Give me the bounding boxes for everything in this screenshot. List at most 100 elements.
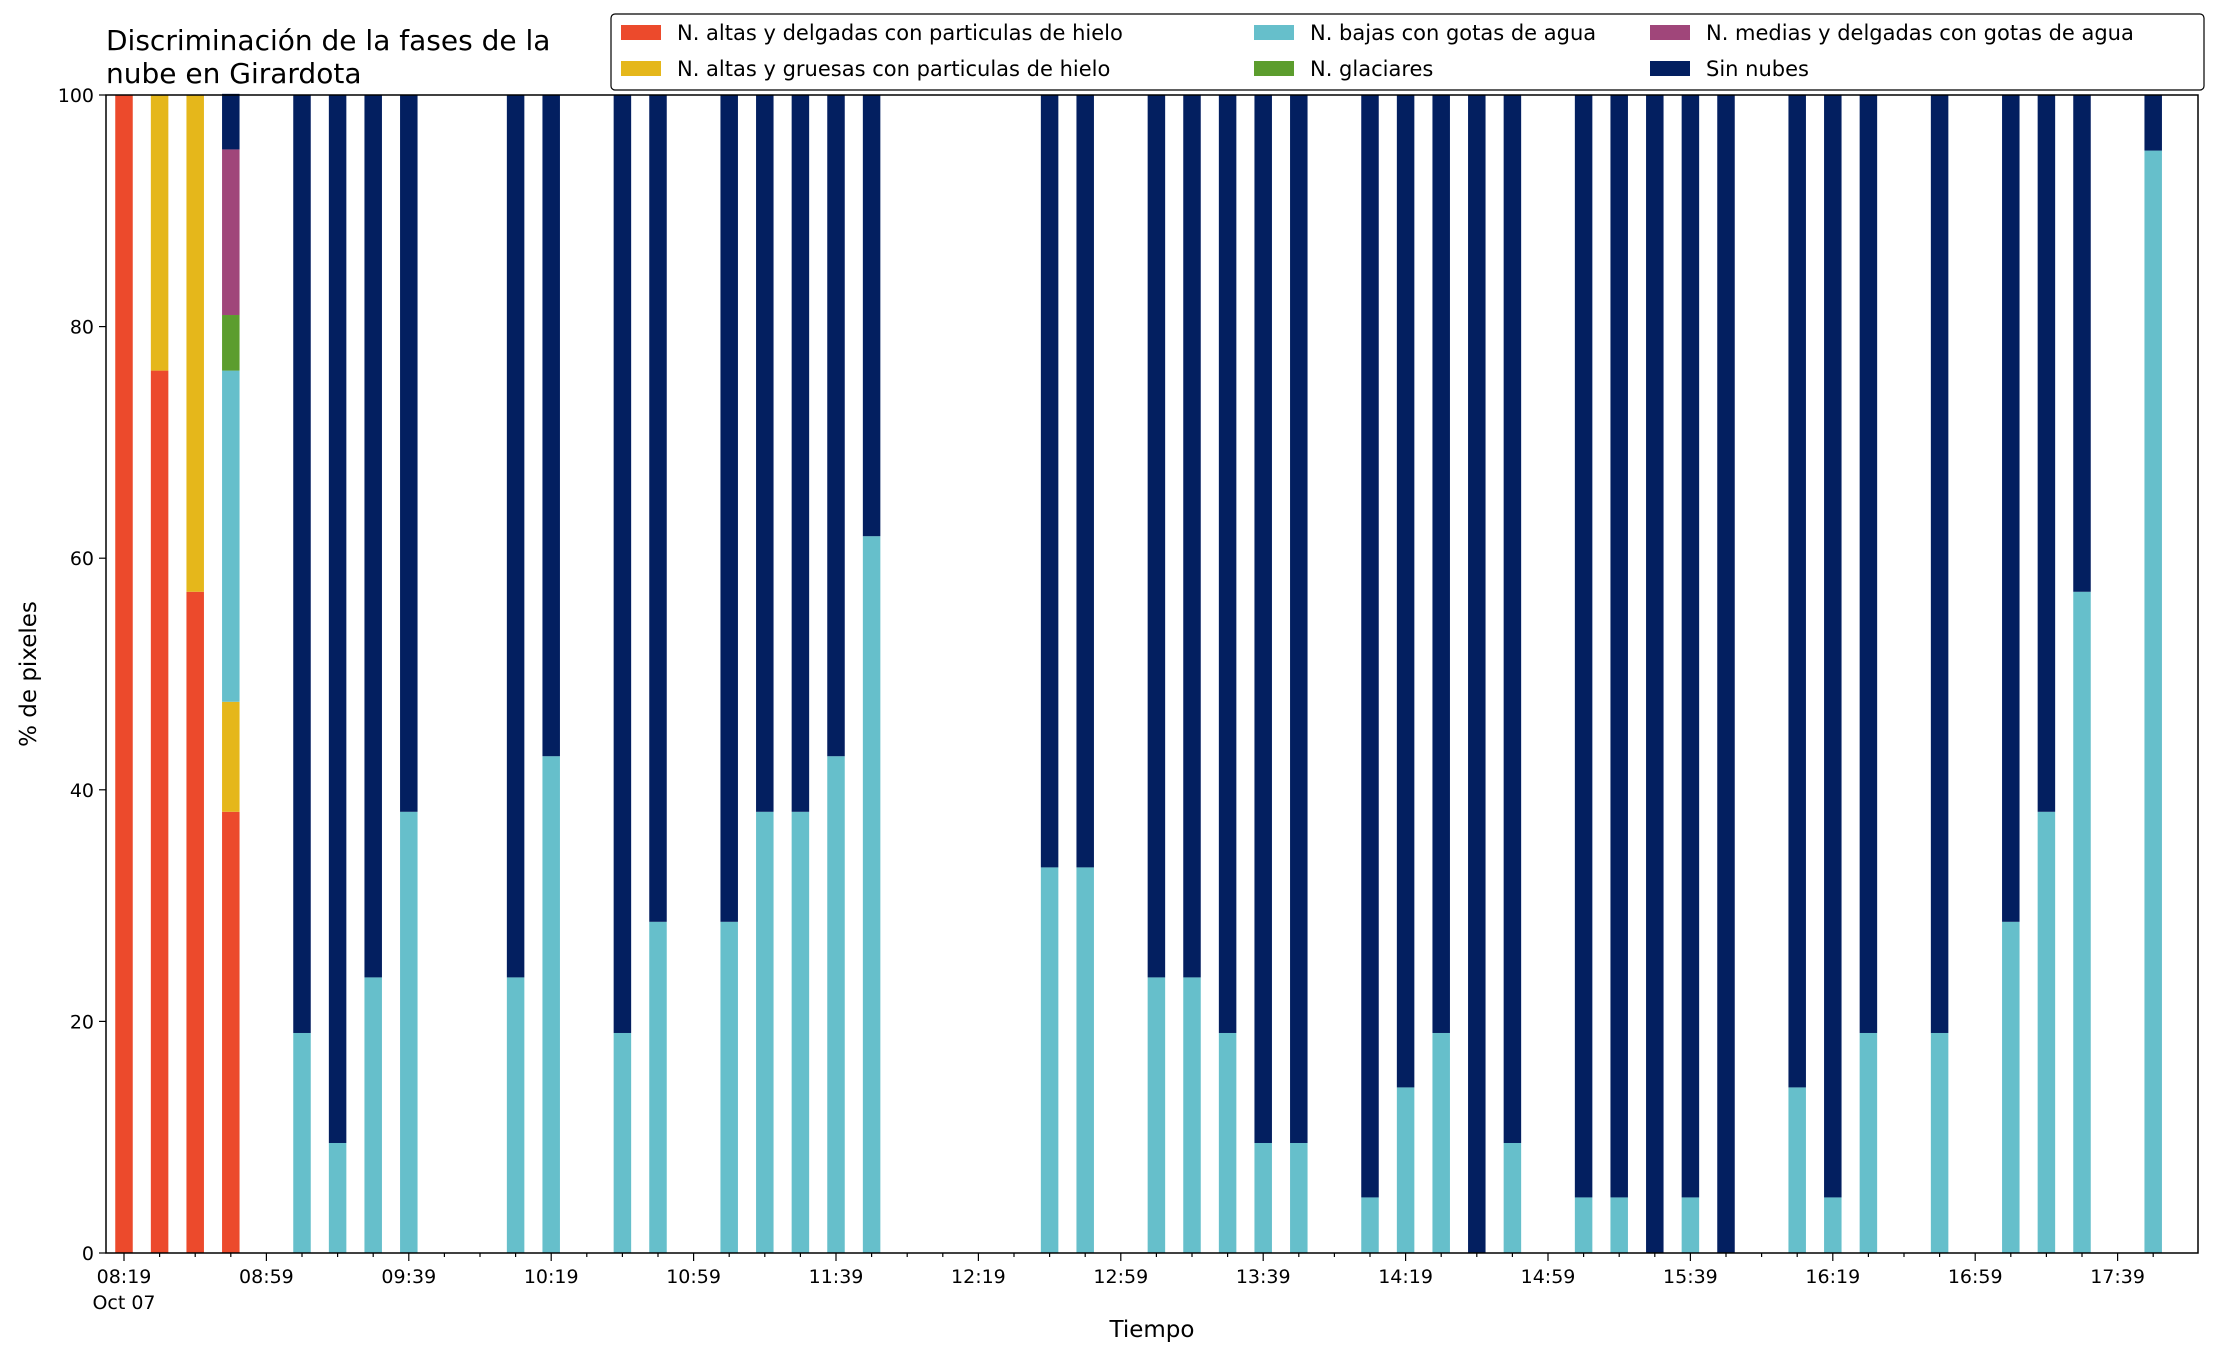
- bar-segment-0849-s1: [222, 701, 240, 812]
- bar-segment-0909-s2: [293, 1032, 311, 1253]
- bar-segment-1619-s5: [1824, 95, 1842, 1198]
- bar-segment-0839-s1: [186, 95, 204, 592]
- bar-segment-1329-s5: [1218, 95, 1237, 1033]
- bar-segment-1039-s5: [613, 95, 632, 1033]
- x-tick-label: 11:39: [809, 1266, 864, 1288]
- legend-swatch: [1254, 25, 1294, 40]
- legend-label: N. altas y delgadas con particulas de hi…: [677, 21, 1123, 45]
- bar-segment-1729-s2: [2073, 591, 2091, 1253]
- bar-segment-0939-s5: [400, 95, 418, 812]
- bar-segment-1339-s5: [1254, 95, 1272, 1143]
- bar-segment-1149-s2: [862, 536, 881, 1253]
- bar-segment-1539-s5: [1681, 95, 1700, 1198]
- y-axis-label: % de pixeles: [16, 601, 42, 747]
- y-tick-label: 100: [58, 85, 94, 107]
- bar-segment-0849-s3: [222, 315, 240, 371]
- x-axis-label: Tiempo: [1109, 1317, 1195, 1343]
- y-tick-label: 80: [70, 317, 94, 339]
- x-tick-label: 16:59: [1948, 1266, 2003, 1288]
- bar-segment-0829-s0: [150, 370, 169, 1254]
- legend-box: [610, 13, 2205, 91]
- bar-segment-1749-s2: [2144, 150, 2162, 1254]
- y-tick-label: 60: [70, 548, 94, 570]
- x-tick-label: 08:19: [97, 1266, 152, 1288]
- bar-segment-1429-s5: [1432, 95, 1450, 1033]
- bar-segment-1549-s5: [1717, 95, 1735, 1253]
- legend: N. altas y delgadas con particulas de hi…: [610, 13, 2205, 91]
- bar-segment-0919-s5: [328, 95, 347, 1143]
- legend-swatch: [1650, 61, 1690, 76]
- bar-segment-0929-s2: [364, 977, 382, 1253]
- chart-title-line-2: nube en Girardota: [106, 57, 361, 90]
- bar-segment-1139-s5: [827, 95, 845, 757]
- bar-segment-1009-s5: [506, 95, 525, 978]
- bar-segment-1419-s2: [1396, 1087, 1415, 1253]
- bar-segment-1249-s2: [1076, 867, 1094, 1253]
- bar-segment-1649-s5: [1930, 95, 1949, 1033]
- y-tick-label: 20: [70, 1011, 94, 1033]
- bar-segment-1309-s5: [1147, 95, 1166, 978]
- legend-label: Sin nubes: [1706, 57, 1809, 81]
- bar-segment-0849-s5: [222, 93, 240, 150]
- bar-segment-1509-s5: [1574, 95, 1593, 1198]
- bar-segment-1719-s5: [2037, 95, 2056, 812]
- bar-segment-1439-s5: [1468, 95, 1486, 1253]
- y-tick-label: 40: [70, 780, 94, 802]
- bar-segment-0849-s4: [222, 149, 240, 316]
- bar-segment-1409-s5: [1361, 95, 1379, 1198]
- bar-segment-1309-s2: [1147, 977, 1166, 1253]
- bar-segment-0849-s0: [222, 811, 240, 1253]
- bar-segment-1409-s2: [1361, 1197, 1379, 1253]
- legend-swatch: [1650, 25, 1690, 40]
- bar-segment-1539-s2: [1681, 1197, 1700, 1253]
- bar-segment-0929-s5: [364, 95, 382, 978]
- legend-swatch: [621, 61, 661, 76]
- bar-segment-1339-s2: [1254, 1142, 1272, 1253]
- bar-segment-0939-s2: [400, 811, 418, 1253]
- x-tick-label: 12:19: [951, 1266, 1006, 1288]
- legend-swatch: [621, 25, 661, 40]
- x-tick-label: 08:59: [239, 1266, 294, 1288]
- bar-segment-1319-s2: [1183, 977, 1201, 1253]
- bar-segment-1609-s5: [1788, 95, 1806, 1088]
- bar-segment-1329-s2: [1218, 1032, 1237, 1253]
- bar-segment-1039-s2: [613, 1032, 632, 1253]
- bar-segment-0819-s0: [115, 95, 133, 1253]
- bar-segment-1449-s2: [1503, 1142, 1522, 1253]
- bar-segment-1429-s2: [1432, 1032, 1450, 1253]
- bar-segment-0909-s5: [293, 95, 311, 1033]
- bar-segment-1509-s2: [1574, 1197, 1593, 1253]
- legend-label: N. medias y delgadas con gotas de agua: [1706, 21, 2134, 45]
- bar-segment-1109-s5: [720, 95, 738, 922]
- legend-label: N. glaciares: [1310, 57, 1433, 81]
- x-tick-label: 10:19: [524, 1266, 579, 1288]
- bar-segment-0829-s1: [150, 95, 169, 371]
- bar-segment-0839-s0: [186, 591, 204, 1253]
- bar-segment-1709-s5: [2002, 95, 2020, 922]
- bar-segment-1019-s5: [542, 95, 560, 757]
- bar-segment-1729-s5: [2073, 95, 2091, 592]
- legend-label: N. altas y gruesas con particulas de hie…: [677, 57, 1110, 81]
- bar-segment-1519-s2: [1610, 1197, 1628, 1253]
- bar-segment-1719-s2: [2037, 811, 2056, 1253]
- x-tick-label: 16:19: [1805, 1266, 1860, 1288]
- bar-segment-1049-s5: [649, 95, 667, 922]
- bar-segment-1629-s5: [1859, 95, 1878, 1033]
- chart-title: Discriminación de la fases de la nube en…: [106, 24, 550, 90]
- chart-title-line-1: Discriminación de la fases de la: [106, 24, 550, 57]
- bar-segment-0849-s2: [222, 370, 240, 702]
- x-tick-label: 09:39: [381, 1266, 436, 1288]
- bar-segment-1629-s2: [1859, 1032, 1878, 1253]
- bar-segment-1109-s2: [720, 921, 738, 1253]
- bar-segment-1449-s5: [1503, 95, 1522, 1143]
- bar-segment-1119-s2: [756, 811, 774, 1253]
- bars: [115, 93, 2162, 1254]
- legend-label: N. bajas con gotas de agua: [1310, 21, 1596, 45]
- bar-segment-1239-s2: [1040, 867, 1059, 1253]
- x-tick-label: 10:59: [666, 1266, 721, 1288]
- bar-segment-1119-s5: [756, 95, 774, 812]
- bar-segment-1349-s2: [1290, 1142, 1308, 1253]
- bar-segment-1349-s5: [1290, 95, 1308, 1143]
- x-date-label: Oct 07: [92, 1292, 155, 1314]
